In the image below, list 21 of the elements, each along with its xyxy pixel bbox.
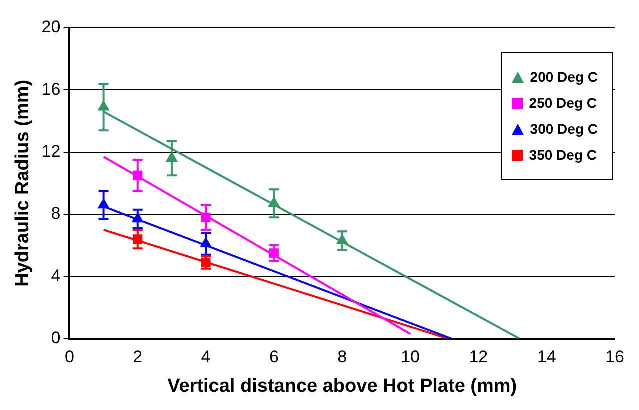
x-tick-label: 14 [537,348,556,367]
x-tick-label: 2 [133,348,143,367]
y-tick-label: 16 [42,80,61,99]
legend-label: 300 Deg C [530,121,598,137]
x-tick-label: 6 [269,348,279,367]
legend-label: 350 Deg C [529,147,597,163]
y-tick-label: 12 [42,142,61,162]
y-tick-label: 0 [51,328,61,348]
x-tick-label: 0 [64,348,74,367]
x-tick-label: 10 [401,348,420,367]
x-tick-label: 16 [606,348,624,367]
y-axis-title: Hydraulic Radius (mm) [12,80,34,287]
y-tick-label: 8 [51,204,61,224]
x-tick-label: 8 [338,348,348,367]
legend-label: 200 Deg C [530,69,598,85]
x-axis-title: Vertical distance above Hot Plate (mm) [168,376,518,397]
x-tick-label: 12 [469,348,488,367]
legend-label: 250 Deg C [529,95,597,111]
y-tick-label: 4 [51,266,61,286]
x-tick-label: 4 [201,348,211,367]
y-tick-label: 20 [42,18,61,37]
